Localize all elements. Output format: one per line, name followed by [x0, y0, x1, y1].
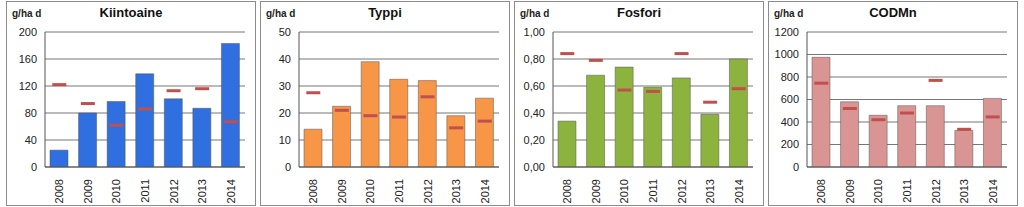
svg-text:2008: 2008 [815, 179, 827, 203]
svg-text:2011: 2011 [647, 179, 659, 203]
svg-text:2010: 2010 [618, 179, 630, 203]
svg-text:2012: 2012 [422, 179, 434, 203]
html-text:Fosfori: Fosfori [617, 5, 661, 20]
svg-text:1000: 1000 [775, 48, 799, 60]
svg-text:0,40: 0,40 [524, 107, 545, 119]
svg-text:2014: 2014 [733, 179, 745, 203]
svg-text:120: 120 [19, 80, 37, 92]
svg-text:2012: 2012 [676, 179, 688, 203]
svg-text:50: 50 [279, 26, 291, 38]
svg-text:2011: 2011 [139, 179, 151, 203]
svg-text:0,60: 0,60 [524, 80, 545, 92]
svg-text:2011: 2011 [901, 179, 913, 203]
html-text:Typpi: Typpi [368, 5, 402, 20]
svg-text:800: 800 [781, 71, 799, 83]
html-text:Kiintoaine: Kiintoaine [99, 5, 163, 20]
svg-text:600: 600 [781, 93, 799, 105]
svg-text:30: 30 [279, 80, 291, 92]
svg-text:2010: 2010 [872, 179, 884, 203]
svg-text:2013: 2013 [704, 179, 716, 203]
svg-text:2008: 2008 [307, 179, 319, 203]
svg-text:400: 400 [781, 116, 799, 128]
svg-text:200: 200 [781, 138, 799, 150]
svg-text:2009: 2009 [336, 179, 348, 203]
svg-text:2009: 2009 [844, 179, 856, 203]
html-text:g/ha d: g/ha d [266, 8, 296, 19]
svg-text:1,00: 1,00 [524, 26, 545, 38]
svg-text:0,20: 0,20 [524, 134, 545, 146]
svg-text:0,80: 0,80 [524, 53, 545, 65]
svg-text:40: 40 [25, 134, 37, 146]
svg-text:0: 0 [31, 161, 37, 173]
svg-text:0,00: 0,00 [524, 161, 545, 173]
svg-text:2011: 2011 [393, 179, 405, 203]
svg-text:0: 0 [793, 161, 799, 173]
html-text:g/ha d: g/ha d [12, 8, 42, 19]
html-text:CODMn: CODMn [869, 5, 917, 20]
svg-text:2008: 2008 [561, 179, 573, 203]
svg-text:2010: 2010 [110, 179, 122, 203]
svg-text:2013: 2013 [450, 179, 462, 203]
svg-text:2009: 2009 [82, 179, 94, 203]
svg-text:80: 80 [25, 107, 37, 119]
svg-text:2008: 2008 [53, 179, 65, 203]
svg-text:2014: 2014 [479, 179, 491, 203]
svg-text:2013: 2013 [958, 179, 970, 203]
svg-text:2009: 2009 [590, 179, 602, 203]
svg-text:40: 40 [279, 53, 291, 65]
svg-text:2014: 2014 [225, 179, 237, 203]
html-text:g/ha d: g/ha d [774, 8, 804, 19]
svg-text:200: 200 [19, 26, 37, 38]
svg-text:20: 20 [279, 107, 291, 119]
svg-text:160: 160 [19, 53, 37, 65]
svg-text:2012: 2012 [168, 179, 180, 203]
svg-text:0: 0 [285, 161, 291, 173]
svg-text:1200: 1200 [775, 26, 799, 38]
svg-text:2013: 2013 [196, 179, 208, 203]
html-text:g/ha d: g/ha d [520, 8, 550, 19]
svg-text:10: 10 [279, 134, 291, 146]
svg-text:2010: 2010 [364, 179, 376, 203]
svg-text:2012: 2012 [930, 179, 942, 203]
svg-text:2014: 2014 [987, 179, 999, 203]
